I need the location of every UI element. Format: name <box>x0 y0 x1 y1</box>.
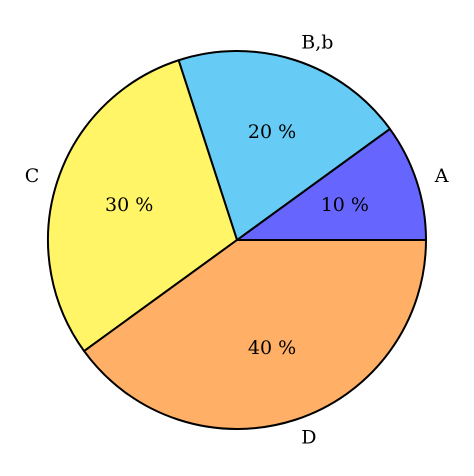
pie-percent-label: 10 % <box>321 194 369 216</box>
pie-category-label: B,b <box>301 31 333 53</box>
pie-percent-label: 30 % <box>105 194 153 216</box>
pie-slice-d <box>83 239 427 430</box>
pie-category-label: D <box>301 427 316 449</box>
pie-category-label: A <box>434 165 449 187</box>
pie-slice-a <box>236 127 427 241</box>
pie-slice-c <box>47 59 238 353</box>
percent-labels: 10 % 20 % 30 % 40 % <box>105 121 369 359</box>
pie-category-label: C <box>25 165 40 187</box>
pie-percent-label: 40 % <box>248 337 296 359</box>
category-labels: A B,b C D <box>25 31 449 448</box>
pie-slices <box>47 50 427 430</box>
pie-percent-label: 20 % <box>248 121 296 143</box>
pie-slice-b-b <box>177 50 391 241</box>
